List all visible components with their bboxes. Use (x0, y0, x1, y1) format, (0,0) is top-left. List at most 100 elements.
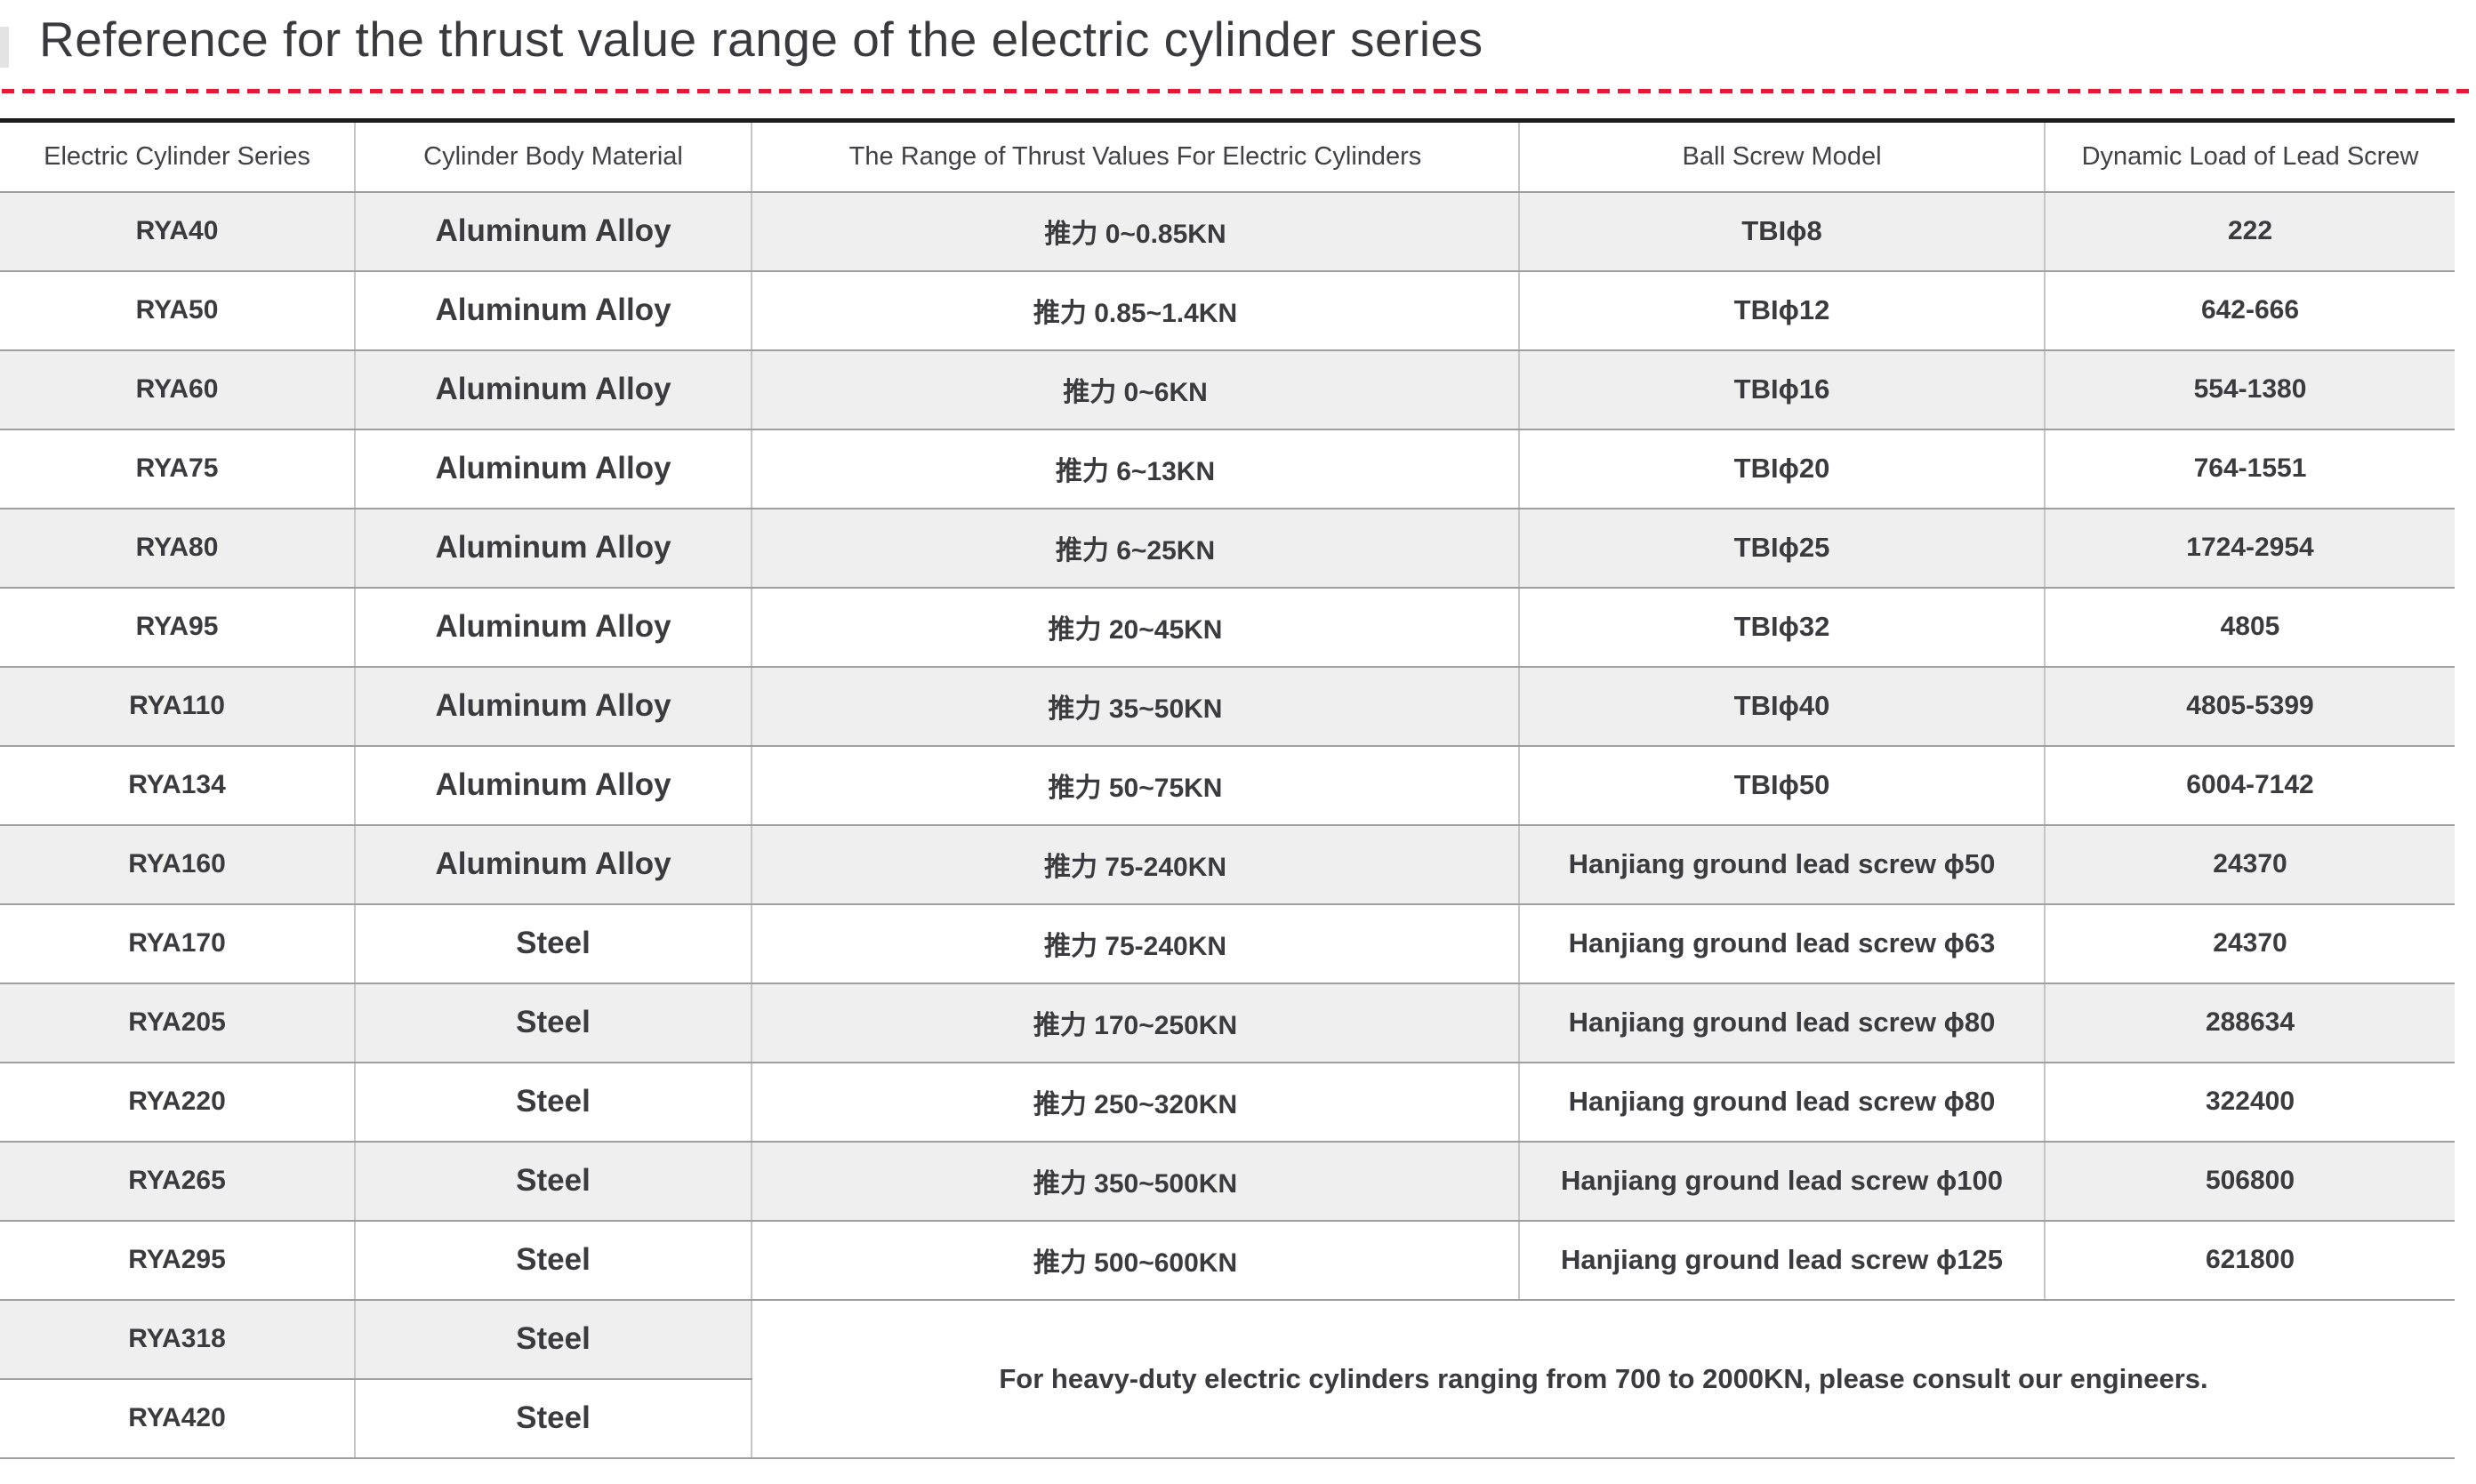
load-cell: 554-1380 (2044, 349, 2455, 430)
screw-cell: TBIϕ16 (1518, 349, 2045, 430)
dashed-divider (2, 89, 2474, 93)
series-cell: RYA80 (0, 508, 355, 589)
column-header: Dynamic Load of Lead Screw (2044, 118, 2455, 193)
thrust-cell: 推力 500~600KN (751, 1220, 1519, 1301)
series-cell: RYA110 (0, 666, 355, 747)
load-cell: 621800 (2044, 1220, 2455, 1301)
table-row: RYA95 Aluminum Alloy 推力 20~45KN TBIϕ32 4805 (0, 587, 2455, 668)
series-cell: RYA134 (0, 745, 355, 826)
left-edge-artifact (0, 27, 9, 68)
thrust-cell: 推力 75-240KN (751, 824, 1519, 905)
thrust-cell: 推力 350~500KN (751, 1141, 1519, 1222)
column-header: Ball Screw Model (1518, 118, 2045, 193)
material-cell: Aluminum Alloy (354, 666, 752, 747)
table-row: RYA160 Aluminum Alloy 推力 75-240KN Hanjiang … (0, 824, 2455, 905)
material-cell: Steel (354, 903, 752, 984)
load-cell: 506800 (2044, 1141, 2455, 1222)
material-cell: Aluminum Alloy (354, 429, 752, 509)
load-cell: 4805-5399 (2044, 666, 2455, 747)
material-cell: Aluminum Alloy (354, 824, 752, 905)
load-cell: 1724-2954 (2044, 508, 2455, 589)
series-cell: RYA95 (0, 587, 355, 668)
thrust-cell: 推力 0.85~1.4KN (751, 270, 1519, 351)
table-row: RYA110 Aluminum Alloy 推力 35~50KN TBIϕ40 4805… (0, 666, 2455, 747)
screw-cell: TBIϕ20 (1518, 429, 2045, 509)
load-cell: 764-1551 (2044, 429, 2455, 509)
material-cell: Aluminum Alloy (354, 587, 752, 668)
load-cell: 222 (2044, 191, 2455, 272)
thrust-cell: 推力 250~320KN (751, 1062, 1519, 1143)
material-cell: Steel (354, 1141, 752, 1222)
thrust-cell: 推力 6~25KN (751, 508, 1519, 589)
thrust-cell: 推力 50~75KN (751, 745, 1519, 826)
screw-cell: Hanjiang ground lead screw ϕ50 (1518, 824, 2045, 905)
material-cell: Steel (354, 1062, 752, 1143)
spec-table: Electric Cylinder Series Cylinder Body Ma… (0, 118, 2455, 1459)
material-cell: Aluminum Alloy (354, 745, 752, 826)
heavy-duty-note: For heavy-duty electric cylinders rangin… (751, 1299, 2455, 1459)
material-cell: Steel (354, 983, 752, 1063)
table-row: RYA295 Steel 推力 500~600KN Hanjiang ground l… (0, 1220, 2455, 1301)
thrust-cell: 推力 6~13KN (751, 429, 1519, 509)
series-cell: RYA75 (0, 429, 355, 509)
screw-cell: TBIϕ25 (1518, 508, 2045, 589)
load-cell: 288634 (2044, 983, 2455, 1063)
material-cell: Steel (354, 1299, 752, 1380)
series-cell: RYA40 (0, 191, 355, 272)
screw-cell: TBIϕ40 (1518, 666, 2045, 747)
thrust-cell: 推力 0~6KN (751, 349, 1519, 430)
table-row: RYA170 Steel 推力 75-240KN Hanjiang ground le… (0, 903, 2455, 984)
table-row: RYA205 Steel 推力 170~250KN Hanjiang ground l… (0, 983, 2455, 1063)
column-header: Cylinder Body Material (354, 118, 752, 193)
series-cell: RYA295 (0, 1220, 355, 1301)
table-row: RYA75 Aluminum Alloy 推力 6~13KN TBIϕ20 764-15… (0, 429, 2455, 509)
table-row: RYA80 Aluminum Alloy 推力 6~25KN TBIϕ25 1724-2… (0, 508, 2455, 589)
material-cell: Aluminum Alloy (354, 270, 752, 351)
thrust-cell: 推力 20~45KN (751, 587, 1519, 668)
load-cell: 322400 (2044, 1062, 2455, 1143)
table-body: RYA40 Aluminum Alloy 推力 0~0.85KN TBIϕ8 222 RY… (0, 191, 2455, 1459)
header-row: Electric Cylinder Series Cylinder Body Ma… (0, 118, 2455, 193)
screw-cell: Hanjiang ground lead screw ϕ63 (1518, 903, 2045, 984)
series-cell: RYA220 (0, 1062, 355, 1143)
screw-cell: TBIϕ32 (1518, 587, 2045, 668)
table-row: RYA134 Aluminum Alloy 推力 50~75KN TBIϕ50 6004… (0, 745, 2455, 826)
series-cell: RYA265 (0, 1141, 355, 1222)
series-cell: RYA50 (0, 270, 355, 351)
thrust-cell: 推力 170~250KN (751, 983, 1519, 1063)
screw-cell: TBIϕ8 (1518, 191, 2045, 272)
page-title: Reference for the thrust value range of … (39, 12, 1483, 67)
table-row: RYA40 Aluminum Alloy 推力 0~0.85KN TBIϕ8 222 (0, 191, 2455, 272)
screw-cell: TBIϕ12 (1518, 270, 2045, 351)
screw-cell: Hanjiang ground lead screw ϕ80 (1518, 1062, 2045, 1143)
load-cell: 24370 (2044, 903, 2455, 984)
table-row: RYA265 Steel 推力 350~500KN Hanjiang ground l… (0, 1141, 2455, 1222)
table-row: RYA420 Steel (0, 1378, 2455, 1459)
screw-cell: Hanjiang ground lead screw ϕ80 (1518, 983, 2045, 1063)
table-row: RYA60 Aluminum Alloy 推力 0~6KN TBIϕ16 554-138… (0, 349, 2455, 430)
series-cell: RYA205 (0, 983, 355, 1063)
screw-cell: Hanjiang ground lead screw ϕ125 (1518, 1220, 2045, 1301)
material-cell: Aluminum Alloy (354, 349, 752, 430)
material-cell: Aluminum Alloy (354, 508, 752, 589)
thrust-cell: 推力 0~0.85KN (751, 191, 1519, 272)
load-cell: 24370 (2044, 824, 2455, 905)
table-row: RYA50 Aluminum Alloy 推力 0.85~1.4KN TBIϕ12 64… (0, 270, 2455, 351)
series-cell: RYA60 (0, 349, 355, 430)
series-cell: RYA160 (0, 824, 355, 905)
material-cell: Steel (354, 1220, 752, 1301)
thrust-cell: 推力 35~50KN (751, 666, 1519, 747)
thrust-cell: 推力 75-240KN (751, 903, 1519, 984)
table-row: RYA318 Steel For heavy-duty electric cylin… (0, 1299, 2455, 1459)
series-cell: RYA318 (0, 1299, 355, 1380)
series-cell: RYA170 (0, 903, 355, 984)
screw-cell: TBIϕ50 (1518, 745, 2045, 826)
material-cell: Steel (354, 1378, 752, 1459)
load-cell: 642-666 (2044, 270, 2455, 351)
table-row: RYA220 Steel 推力 250~320KN Hanjiang ground l… (0, 1062, 2455, 1143)
screw-cell: Hanjiang ground lead screw ϕ100 (1518, 1141, 2045, 1222)
load-cell: 4805 (2044, 587, 2455, 668)
column-header: Electric Cylinder Series (0, 118, 355, 193)
column-header: The Range of Thrust Values For Electric … (751, 118, 1519, 193)
load-cell: 6004-7142 (2044, 745, 2455, 826)
